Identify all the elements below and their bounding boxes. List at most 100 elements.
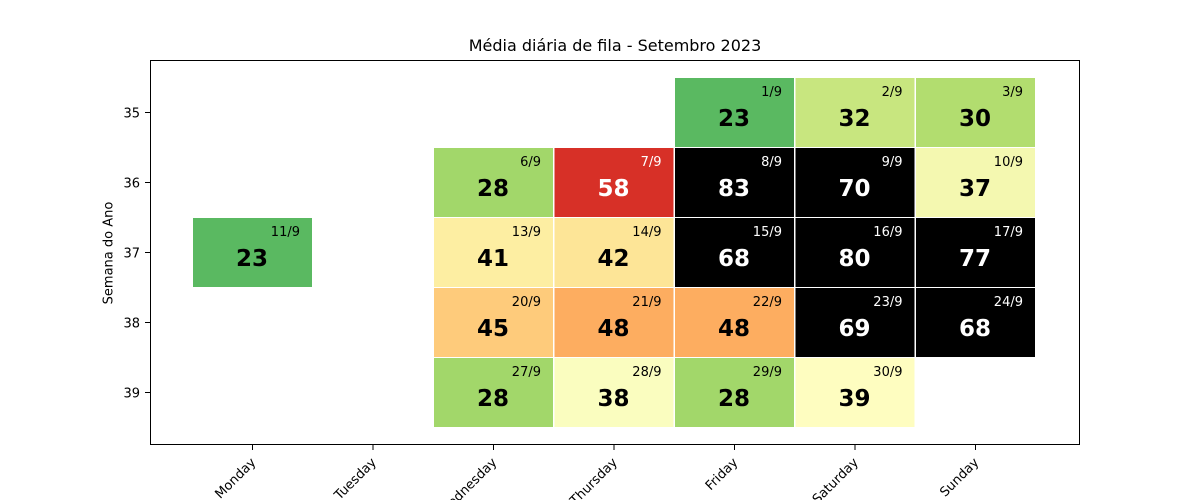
- cell-rect: [675, 218, 794, 287]
- cell-rect: [675, 148, 794, 217]
- heatmap-cell: 28 6/9: [434, 148, 553, 217]
- heatmap-cell: 70 9/9: [795, 148, 915, 217]
- cell-value: 30: [959, 106, 991, 132]
- cell-rect: [795, 358, 915, 427]
- cell-rect: [916, 288, 1035, 357]
- cell-value: 28: [718, 386, 750, 412]
- cell-rect: [554, 358, 674, 427]
- cell-date: 3/9: [1002, 85, 1023, 100]
- cell-date: 17/9: [994, 225, 1023, 240]
- cell-rect: [434, 288, 553, 357]
- cell-value: 69: [838, 316, 870, 342]
- cell-date: 1/9: [761, 85, 782, 100]
- chart-title: Média diária de fila - Setembro 2023: [468, 36, 762, 55]
- cell-date: 22/9: [753, 295, 782, 310]
- cell-rect: [795, 148, 915, 217]
- cell-date: 29/9: [753, 365, 782, 380]
- cell-date: 10/9: [994, 155, 1023, 170]
- x-tick-label: Sunday: [937, 455, 982, 500]
- cell-value: 58: [597, 176, 629, 202]
- x-tick-label: Wednesday: [437, 455, 501, 500]
- cell-date: 21/9: [632, 295, 661, 310]
- heatmap-cell: 30 3/9: [916, 78, 1035, 147]
- x-tick-label: Saturday: [810, 455, 862, 500]
- y-tick-label: 36: [123, 177, 140, 192]
- cell-value: 23: [718, 106, 750, 132]
- cell-date: 13/9: [512, 225, 541, 240]
- cell-rect: [434, 148, 553, 217]
- cell-date: 20/9: [512, 295, 541, 310]
- cell-rect: [916, 78, 1035, 147]
- cell-value: 70: [838, 176, 870, 202]
- heatmap-cell: 23 1/9: [675, 78, 794, 147]
- cell-value: 83: [718, 176, 750, 202]
- heatmap-cell: 83 8/9: [675, 148, 794, 217]
- cell-value: 41: [477, 246, 509, 272]
- cell-rect: [554, 288, 674, 357]
- cell-date: 11/9: [271, 225, 300, 240]
- cell-rect: [675, 78, 794, 147]
- cell-value: 39: [838, 386, 870, 412]
- cell-rect: [434, 218, 553, 287]
- heatmap-cell: 32 2/9: [795, 78, 915, 147]
- cell-value: 80: [838, 246, 870, 272]
- y-tick-label: 37: [123, 247, 140, 262]
- y-tick-label: 39: [123, 387, 140, 402]
- cell-date: 24/9: [994, 295, 1023, 310]
- cell-rect: [554, 218, 674, 287]
- y-tick-label: 35: [123, 107, 140, 122]
- cell-rect: [795, 288, 915, 357]
- cell-rect: [795, 218, 915, 287]
- cell-date: 28/9: [632, 365, 661, 380]
- x-tick-label: Monday: [212, 455, 259, 500]
- cell-date: 9/9: [882, 155, 903, 170]
- cell-value: 38: [597, 386, 629, 412]
- cell-date: 16/9: [873, 225, 902, 240]
- cell-value: 68: [718, 246, 750, 272]
- cell-rect: [916, 148, 1035, 217]
- y-tick-label: 38: [123, 317, 140, 332]
- cell-rect: [434, 358, 553, 427]
- cells-layer: 23 1/9 32 2/9 30 3/9 28 6/9 58 7/9 83 8/9 70 9/9 3710/…: [193, 78, 1035, 427]
- cell-value: 68: [959, 316, 991, 342]
- x-tick-label: Tuesday: [331, 455, 380, 500]
- cell-value: 48: [597, 316, 629, 342]
- cell-date: 2/9: [882, 85, 903, 100]
- cell-rect: [675, 288, 794, 357]
- cell-value: 77: [959, 246, 991, 272]
- cell-date: 7/9: [641, 155, 662, 170]
- cell-date: 15/9: [753, 225, 782, 240]
- cell-date: 27/9: [512, 365, 541, 380]
- cell-value: 45: [477, 316, 509, 342]
- x-tick-label: Thursday: [567, 455, 621, 500]
- cell-value: 48: [718, 316, 750, 342]
- cell-value: 42: [597, 246, 629, 272]
- heatmap-cell: 58 7/9: [554, 148, 674, 217]
- cell-date: 14/9: [632, 225, 661, 240]
- cell-rect: [795, 78, 915, 147]
- cell-date: 30/9: [873, 365, 902, 380]
- cell-date: 8/9: [761, 155, 782, 170]
- x-tick-label: Friday: [703, 455, 742, 494]
- cell-rect: [675, 358, 794, 427]
- cell-value: 23: [236, 246, 268, 272]
- cell-value: 28: [477, 386, 509, 412]
- plot-frame: [150, 60, 1080, 445]
- cell-date: 23/9: [873, 295, 902, 310]
- cell-value: 32: [838, 106, 870, 132]
